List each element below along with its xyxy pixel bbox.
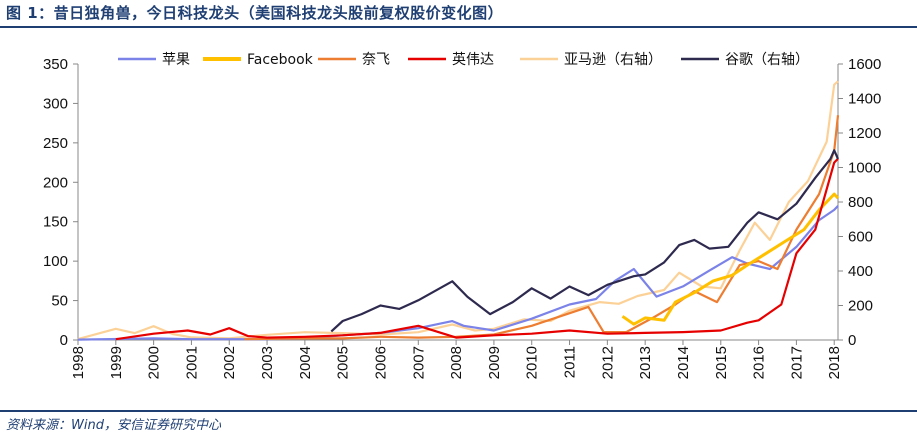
x-tick-label: 2002: [221, 346, 238, 379]
x-tick-label: 2000: [146, 346, 163, 379]
x-tick-label: 2015: [713, 346, 730, 379]
x-tick-label: 2003: [259, 346, 276, 379]
x-tick-label: 2007: [410, 346, 427, 379]
x-tick-label: 2008: [448, 346, 465, 379]
right-tick-label: 0: [848, 332, 856, 349]
left-tick-label: 0: [60, 332, 68, 349]
source-note: 资料来源：Wind，安信证券研究中心: [6, 418, 221, 433]
figure-title: 图 1：昔日独角兽，今日科技龙头（美国科技龙头股前复权股价变化图）: [6, 4, 504, 22]
left-tick-label: 100: [43, 253, 68, 270]
x-tick-label: 2011: [562, 346, 579, 378]
series-line: [77, 205, 839, 341]
x-tick-label: 2006: [372, 346, 389, 379]
right-tick-label: 600: [848, 229, 873, 246]
title-rule: [0, 26, 917, 28]
series-line: [115, 157, 839, 341]
source-rule: [0, 410, 917, 412]
right-tick-label: 1000: [848, 160, 881, 177]
right-tick-label: 400: [848, 263, 873, 280]
x-tick-label: 2016: [751, 346, 768, 379]
left-tick-label: 300: [43, 95, 68, 112]
left-tick-label: 350: [43, 56, 68, 73]
x-tick-label: 2009: [486, 346, 503, 379]
x-tick-label: 1998: [70, 346, 87, 379]
left-tick-label: 200: [43, 174, 68, 191]
left-tick-label: 250: [43, 135, 68, 152]
series-line: [621, 192, 840, 326]
x-tick-label: 2017: [788, 346, 805, 379]
x-tick-label: 2001: [183, 346, 200, 379]
x-tick-label: 1999: [108, 346, 125, 379]
right-tick-label: 200: [848, 298, 873, 315]
x-tick-label: 2010: [524, 346, 541, 379]
chart-legend: 苹果 Facebook 奈飞 英伟达 亚马逊（右轴） 谷歌（右轴）: [118, 51, 809, 68]
x-tick-label: 2018: [826, 346, 843, 379]
right-tick-label: 800: [848, 194, 873, 211]
legend-label: 苹果: [162, 52, 190, 68]
right-tick-label: 1600: [848, 56, 881, 73]
chart-series: [77, 80, 840, 341]
series-line: [77, 80, 839, 341]
x-tick-label: 2005: [335, 346, 352, 379]
line-chart: 0 50 100 150 200 250 300 350 0 200 400 600 800 1000 12…: [43, 51, 881, 379]
left-tick-label: 150: [43, 214, 68, 231]
x-tick-label: 2012: [599, 346, 616, 379]
series-line: [244, 115, 840, 341]
right-tick-label: 1400: [848, 91, 881, 108]
chart-axes: 0 50 100 150 200 250 300 350 0 200 400 600 800 1000 12…: [43, 56, 881, 379]
legend-label: 英伟达: [452, 51, 494, 68]
legend-label: 谷歌（右轴）: [725, 52, 809, 68]
legend-label: Facebook: [247, 52, 314, 68]
left-tick-label: 50: [51, 293, 68, 310]
x-tick-label: 2014: [675, 346, 692, 379]
series-line: [330, 149, 840, 333]
legend-label: 亚马逊（右轴）: [564, 52, 662, 68]
legend-label: 奈飞: [362, 52, 390, 68]
x-tick-label: 2004: [297, 346, 314, 379]
right-tick-label: 1200: [848, 125, 881, 142]
x-tick-label: 2013: [637, 346, 654, 379]
